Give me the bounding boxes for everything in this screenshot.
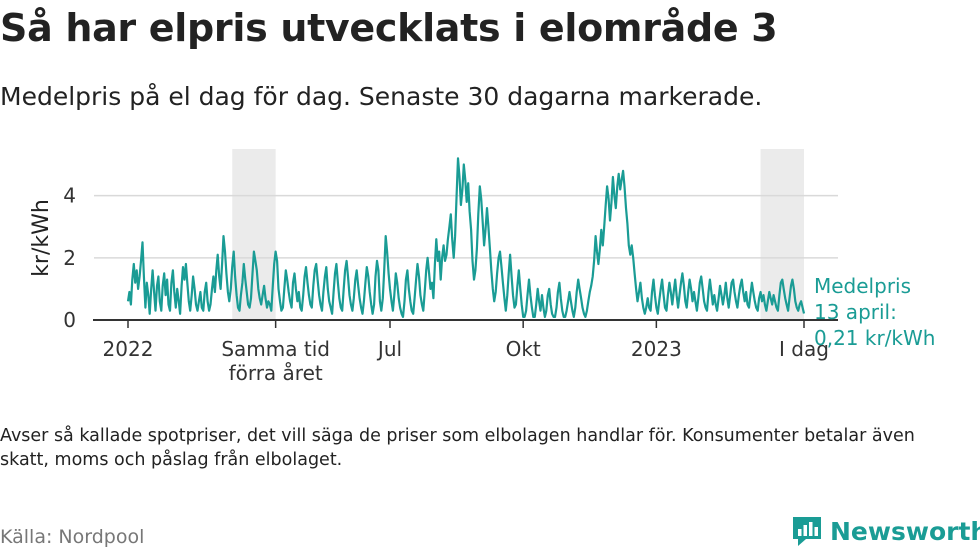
annotation-line-2: 13 april: bbox=[814, 300, 897, 324]
highlight-band-1 bbox=[232, 149, 276, 320]
footnote: Avser så kallade spotpriser, det vill sä… bbox=[0, 426, 915, 470]
y-axis-ticks: 0 2 4 bbox=[63, 184, 76, 332]
x-tick-label-2-1: Samma tid bbox=[221, 337, 330, 361]
annotation-line-1: Medelpris bbox=[814, 274, 911, 298]
highlight-band-2 bbox=[760, 149, 804, 320]
x-tick-label-6-1: I dag bbox=[779, 337, 829, 361]
x-tick-label-4-1: Okt bbox=[506, 337, 541, 361]
highlight-bands bbox=[232, 149, 804, 320]
series-group bbox=[126, 157, 806, 318]
x-tick-label-3-1: Jul bbox=[376, 337, 402, 361]
brand-name: Newsworthy bbox=[830, 516, 980, 546]
y-tick-label-2: 2 bbox=[63, 246, 76, 270]
y-axis-label: kr/kWh bbox=[29, 199, 54, 277]
price-series-line-1 bbox=[126, 157, 806, 318]
gridlines bbox=[94, 194, 838, 259]
x-tick-label-1-1: 2022 bbox=[103, 337, 154, 361]
y-tick-label-0: 0 bbox=[63, 308, 76, 332]
x-tick-label-2-2: förra året bbox=[229, 361, 323, 385]
chart-title: Så har elpris utvecklats i elområde 3 bbox=[0, 6, 778, 50]
y-tick-label-4: 4 bbox=[63, 184, 76, 208]
chart-subtitle: Medelpris på el dag för dag. Senaste 30 … bbox=[0, 82, 763, 111]
newsworthy-logo-icon bbox=[793, 517, 821, 546]
source-credit: Källa: Nordpool bbox=[0, 526, 145, 548]
brand-logo: Newsworthy bbox=[790, 514, 980, 548]
x-tick-label-5-1: 2023 bbox=[631, 337, 682, 361]
annotation-line-3: 0,21 kr/kWh bbox=[814, 326, 935, 350]
